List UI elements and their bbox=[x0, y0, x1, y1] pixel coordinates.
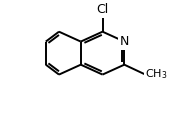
Text: N: N bbox=[120, 35, 129, 48]
Text: CH$_3$: CH$_3$ bbox=[145, 68, 168, 81]
Text: Cl: Cl bbox=[96, 3, 109, 16]
